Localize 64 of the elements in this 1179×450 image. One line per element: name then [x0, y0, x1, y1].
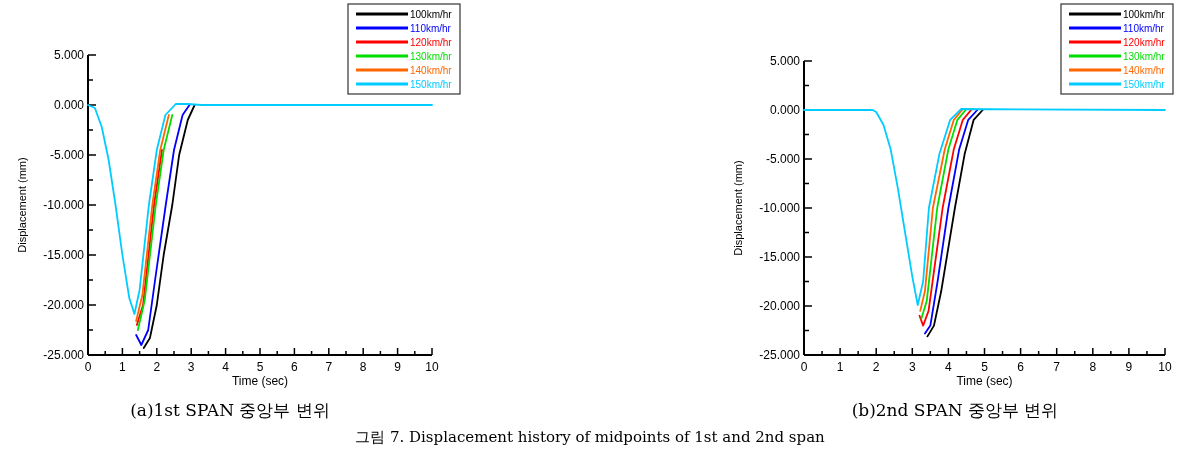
x-axis-title: Time (sec): [956, 374, 1013, 388]
x-tick-label: 2: [872, 360, 880, 374]
x-tick-label: 0: [84, 360, 92, 374]
legend-item: 130km/hr: [356, 50, 452, 62]
line-series: [135, 114, 170, 322]
y-tick-label: -10.000: [759, 201, 801, 215]
line-series: [142, 104, 196, 349]
y-tick-label: -10.000: [43, 198, 85, 212]
y-tick-label: 0.000: [769, 103, 801, 117]
x-tick-label: 3: [908, 360, 916, 374]
y-tick-label: -15.000: [43, 248, 85, 262]
legend-item: 120km/hr: [1069, 36, 1165, 48]
legend-item: 150km/hr: [356, 78, 452, 90]
y-axis-title: Displacement (mm): [16, 157, 28, 253]
line-series: [87, 103, 433, 315]
x-tick-label: 8: [1089, 360, 1097, 374]
line-series: [135, 104, 191, 346]
legend-item: 140km/hr: [1069, 64, 1165, 76]
legend-item: 120km/hr: [356, 36, 452, 48]
line-series: [136, 114, 174, 331]
x-tick-label: 7: [1053, 360, 1061, 374]
x-tick-label: 5: [981, 360, 989, 374]
text: (b)2nd SPAN 중앙부 변위: [851, 400, 1059, 420]
y-tick-label: -20.000: [43, 298, 85, 312]
x-tick-label: 7: [325, 360, 333, 374]
y-tick-label: -25.000: [43, 348, 85, 362]
y-tick-label: 5.000: [769, 54, 801, 68]
caption: 그림 7. Displacement history of midpoints of 1st and 2nd span: [355, 428, 826, 446]
y-tick-label: -5.000: [49, 148, 85, 162]
series-label: 150km/hr: [410, 78, 453, 90]
y-tick-label: -20.000: [759, 299, 801, 313]
y-tick-label: -15.000: [759, 250, 801, 264]
x-tick-label: 1: [836, 360, 844, 374]
x-tick-label: 9: [1125, 360, 1133, 374]
x-tick-label: 5: [256, 360, 264, 374]
x-tick-label: 6: [291, 360, 299, 374]
line-series: [803, 108, 1166, 306]
legend-item: 110km/hr: [1069, 22, 1164, 34]
y-axis-title: Displacement (mm): [732, 160, 744, 256]
x-tick-label: 4: [222, 360, 230, 374]
legend-item: 150km/hr: [1069, 78, 1165, 90]
line-series: [918, 108, 973, 327]
x-tick-label: 1: [119, 360, 127, 374]
legend-item: 140km/hr: [356, 64, 452, 76]
y-tick-label: -5.000: [765, 152, 801, 166]
legend-item: 130km/hr: [1069, 50, 1165, 62]
x-tick-label: 9: [394, 360, 402, 374]
x-tick-label: 4: [945, 360, 953, 374]
x-tick-label: 10: [425, 360, 439, 374]
x-tick-label: 8: [359, 360, 367, 374]
x-tick-label: 6: [1017, 360, 1025, 374]
line-series: [135, 149, 163, 326]
x-axis-title: Time (sec): [231, 374, 289, 388]
y-tick-label: 5.000: [53, 48, 85, 62]
y-tick-label: 0.000: [53, 98, 85, 112]
legend-item: 100km/hr: [1069, 8, 1165, 20]
legend-item: 110km/hr: [356, 22, 451, 34]
x-tick-label: 0: [800, 360, 808, 374]
text: (a)1st SPAN 중앙부 변위: [130, 400, 330, 420]
x-tick-label: 2: [153, 360, 161, 374]
legend-item: 100km/hr: [356, 8, 452, 20]
x-tick-label: 10: [1158, 360, 1172, 374]
x-tick-label: 3: [187, 360, 195, 374]
y-tick-label: -25.000: [759, 348, 801, 362]
